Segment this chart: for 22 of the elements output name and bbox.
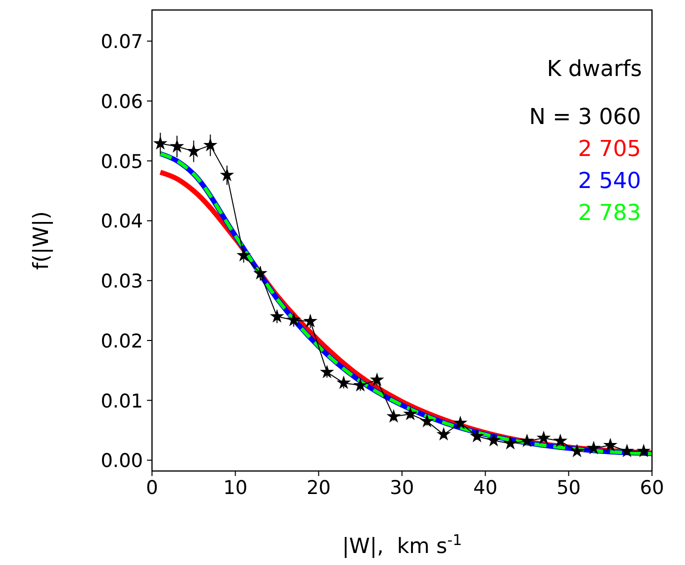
- y-axis-title: f(|W|): [29, 211, 53, 270]
- text: N = 3 060: [529, 105, 641, 130]
- y-tick-label: 0.01: [100, 390, 143, 412]
- x-tick-label: 30: [390, 477, 414, 499]
- text: 2 705: [578, 137, 641, 162]
- x-tick-label: 20: [306, 477, 331, 499]
- y-tick-label: 0.07: [100, 31, 143, 54]
- x-axis-title: |W|, km s$^{-1}$: [342, 532, 462, 558]
- x-tick-label: 0: [146, 477, 158, 499]
- y-tick-label: 0.05: [100, 150, 143, 173]
- text: 2 783: [578, 201, 641, 226]
- y-tick-label: 0.03: [100, 270, 143, 293]
- x-tick-label: 10: [223, 477, 248, 499]
- y-tick-label: 0.02: [100, 330, 143, 352]
- text: 2 540: [578, 169, 641, 194]
- y-tick-label: 0.04: [100, 210, 143, 233]
- x-tick-label: 60: [640, 477, 664, 499]
- y-tick-label: 0.06: [100, 91, 143, 114]
- legend-title: K dwarfs: [546, 57, 642, 82]
- y-tick-label: 0.00: [100, 450, 143, 472]
- x-tick-label: 50: [556, 477, 581, 499]
- x-tick-label: 40: [473, 477, 498, 499]
